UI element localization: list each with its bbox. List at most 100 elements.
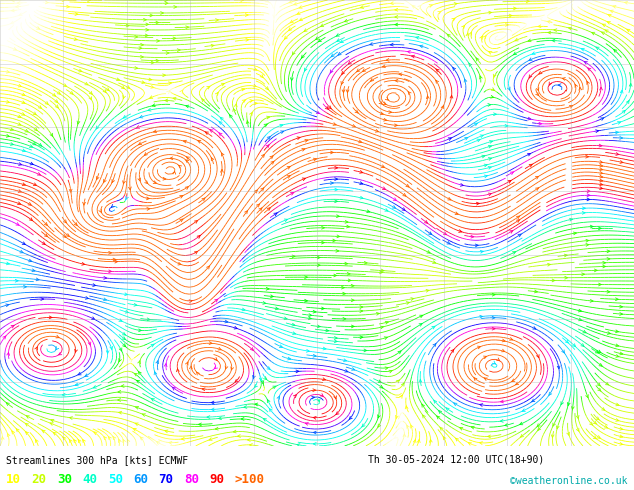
FancyArrowPatch shape <box>496 358 500 361</box>
FancyArrowPatch shape <box>521 434 524 437</box>
FancyArrowPatch shape <box>517 220 519 222</box>
FancyArrowPatch shape <box>36 440 38 443</box>
FancyArrowPatch shape <box>586 394 588 398</box>
FancyArrowPatch shape <box>488 193 491 196</box>
FancyArrowPatch shape <box>186 160 189 163</box>
FancyArrowPatch shape <box>87 0 91 1</box>
FancyArrowPatch shape <box>122 181 126 184</box>
FancyArrowPatch shape <box>321 24 324 26</box>
FancyArrowPatch shape <box>344 20 347 22</box>
FancyArrowPatch shape <box>150 96 153 98</box>
FancyArrowPatch shape <box>157 40 159 42</box>
FancyArrowPatch shape <box>11 325 14 328</box>
FancyArrowPatch shape <box>254 190 257 193</box>
FancyArrowPatch shape <box>56 346 59 350</box>
Text: 70: 70 <box>158 472 174 486</box>
FancyArrowPatch shape <box>440 427 443 430</box>
FancyArrowPatch shape <box>581 49 585 51</box>
FancyArrowPatch shape <box>106 88 109 91</box>
FancyArrowPatch shape <box>539 122 541 125</box>
FancyArrowPatch shape <box>294 395 296 398</box>
FancyArrowPatch shape <box>79 69 82 72</box>
FancyArrowPatch shape <box>561 401 564 405</box>
FancyArrowPatch shape <box>471 235 474 238</box>
FancyArrowPatch shape <box>321 226 325 229</box>
FancyArrowPatch shape <box>598 350 601 353</box>
FancyArrowPatch shape <box>351 284 354 287</box>
FancyArrowPatch shape <box>225 366 228 369</box>
FancyArrowPatch shape <box>238 435 240 438</box>
FancyArrowPatch shape <box>420 45 423 48</box>
FancyArrowPatch shape <box>396 380 399 383</box>
FancyArrowPatch shape <box>377 313 379 315</box>
FancyArrowPatch shape <box>590 299 593 302</box>
Text: 60: 60 <box>133 472 148 486</box>
FancyArrowPatch shape <box>455 212 458 215</box>
FancyArrowPatch shape <box>366 210 370 213</box>
FancyArrowPatch shape <box>271 295 273 297</box>
FancyArrowPatch shape <box>146 197 150 200</box>
FancyArrowPatch shape <box>514 52 517 55</box>
FancyArrowPatch shape <box>126 24 129 27</box>
FancyArrowPatch shape <box>517 216 520 219</box>
FancyArrowPatch shape <box>146 23 148 26</box>
FancyArrowPatch shape <box>552 39 555 42</box>
FancyArrowPatch shape <box>165 0 167 1</box>
FancyArrowPatch shape <box>55 99 58 102</box>
FancyArrowPatch shape <box>10 128 13 130</box>
FancyArrowPatch shape <box>313 158 316 161</box>
FancyArrowPatch shape <box>385 367 388 369</box>
FancyArrowPatch shape <box>423 415 425 418</box>
FancyArrowPatch shape <box>6 71 10 73</box>
FancyArrowPatch shape <box>96 176 99 179</box>
FancyArrowPatch shape <box>477 346 481 349</box>
FancyArrowPatch shape <box>156 21 158 24</box>
FancyArrowPatch shape <box>205 132 209 135</box>
FancyArrowPatch shape <box>17 1 20 4</box>
FancyArrowPatch shape <box>448 197 451 200</box>
FancyArrowPatch shape <box>597 383 600 386</box>
FancyArrowPatch shape <box>565 276 567 279</box>
FancyArrowPatch shape <box>607 22 611 24</box>
FancyArrowPatch shape <box>394 436 398 438</box>
FancyArrowPatch shape <box>429 4 432 7</box>
FancyArrowPatch shape <box>583 330 586 333</box>
FancyArrowPatch shape <box>207 266 209 269</box>
FancyArrowPatch shape <box>480 135 483 138</box>
FancyArrowPatch shape <box>169 441 172 444</box>
FancyArrowPatch shape <box>173 37 176 40</box>
FancyArrowPatch shape <box>432 261 436 264</box>
FancyArrowPatch shape <box>381 269 384 272</box>
FancyArrowPatch shape <box>207 86 210 89</box>
FancyArrowPatch shape <box>143 414 145 416</box>
FancyArrowPatch shape <box>103 298 107 301</box>
FancyArrowPatch shape <box>290 20 294 23</box>
FancyArrowPatch shape <box>13 48 16 50</box>
FancyArrowPatch shape <box>195 251 197 254</box>
FancyArrowPatch shape <box>362 424 365 427</box>
FancyArrowPatch shape <box>579 87 581 90</box>
FancyArrowPatch shape <box>539 71 542 74</box>
FancyArrowPatch shape <box>598 227 601 230</box>
FancyArrowPatch shape <box>336 34 339 36</box>
FancyArrowPatch shape <box>3 336 6 339</box>
FancyArrowPatch shape <box>603 265 605 268</box>
FancyArrowPatch shape <box>18 202 21 204</box>
FancyArrowPatch shape <box>250 113 252 116</box>
FancyArrowPatch shape <box>510 231 513 233</box>
FancyArrowPatch shape <box>384 119 387 121</box>
FancyArrowPatch shape <box>165 430 168 433</box>
FancyArrowPatch shape <box>603 262 605 264</box>
FancyArrowPatch shape <box>22 93 25 96</box>
Text: 40: 40 <box>82 472 98 486</box>
FancyArrowPatch shape <box>492 327 495 330</box>
FancyArrowPatch shape <box>419 379 422 382</box>
FancyArrowPatch shape <box>564 254 567 257</box>
FancyArrowPatch shape <box>121 86 124 89</box>
FancyArrowPatch shape <box>22 183 25 186</box>
FancyArrowPatch shape <box>143 18 146 21</box>
FancyArrowPatch shape <box>335 200 337 203</box>
FancyArrowPatch shape <box>627 29 630 32</box>
FancyArrowPatch shape <box>360 196 363 199</box>
FancyArrowPatch shape <box>590 422 593 425</box>
